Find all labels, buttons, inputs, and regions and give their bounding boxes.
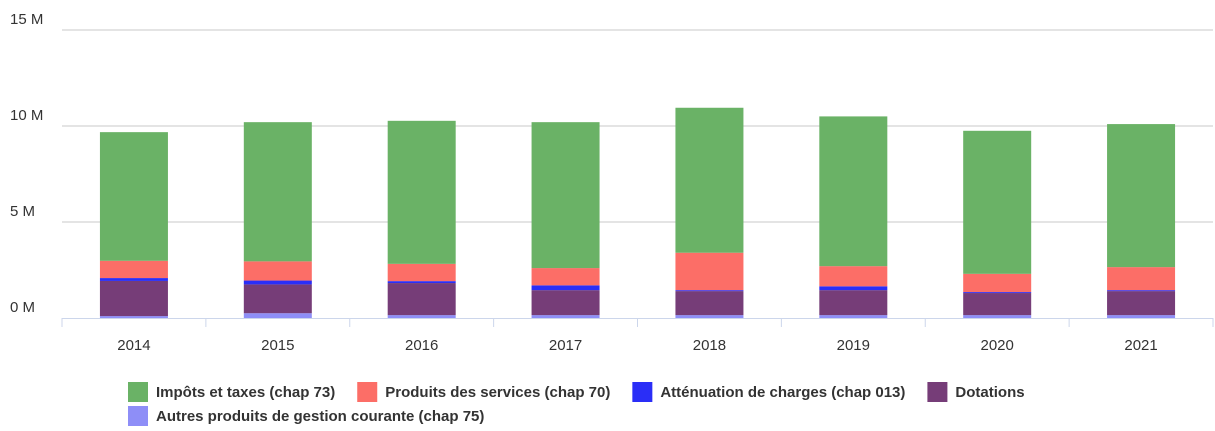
bar-segment <box>675 315 744 318</box>
bar-segment <box>963 292 1032 294</box>
bar-segment <box>531 122 600 269</box>
bar-segment <box>1107 291 1176 316</box>
legend-swatch[interactable] <box>357 382 378 402</box>
legend-swatch[interactable] <box>927 382 948 402</box>
legend-label[interactable]: Autres produits de gestion courante (cha… <box>156 408 484 425</box>
bar-segment <box>675 252 744 291</box>
bar-segment <box>531 315 600 318</box>
bar-segment <box>387 281 456 284</box>
bar-segment <box>99 260 168 279</box>
legend-swatch[interactable] <box>632 382 653 402</box>
x-tick-label: 2016 <box>405 337 438 354</box>
x-tick-label: 2017 <box>549 337 582 354</box>
bar-segment <box>531 290 600 316</box>
bar-segment <box>819 286 888 291</box>
bar-segment <box>819 116 888 267</box>
y-tick-label: 5 M <box>10 203 35 220</box>
legend-label[interactable]: Produits des services (chap 70) <box>385 384 610 401</box>
bar-segment <box>99 132 168 261</box>
x-tick-label: 2015 <box>261 337 294 354</box>
bar-segment <box>99 280 168 317</box>
y-tick-label: 10 M <box>10 107 43 124</box>
x-tick-label: 2019 <box>837 337 870 354</box>
bar-segment <box>243 261 312 281</box>
bar-segment <box>963 130 1032 274</box>
x-tick-label: 2021 <box>1124 337 1157 354</box>
bar-segment <box>1107 315 1176 318</box>
bar-segment <box>1107 290 1176 292</box>
bar-segment <box>963 315 1032 318</box>
bar-segment <box>243 284 312 314</box>
legend-label[interactable]: Dotations <box>955 384 1024 401</box>
bar-segment <box>387 315 456 318</box>
bar-segment <box>675 107 744 253</box>
bar-segment <box>819 266 888 287</box>
x-tick-label: 2018 <box>693 337 726 354</box>
bar-segment <box>819 290 888 316</box>
bar-segment <box>243 313 312 318</box>
y-tick-label: 0 M <box>10 299 35 316</box>
bar-segment <box>387 283 456 316</box>
bar-segment <box>387 263 456 282</box>
bar-segment <box>531 268 600 286</box>
bar-segment <box>675 290 744 292</box>
x-tick-label: 2014 <box>117 337 150 354</box>
bar-segment <box>243 280 312 285</box>
bar-segment <box>243 122 312 262</box>
bar-segment <box>387 120 456 264</box>
bar-segment <box>99 316 168 318</box>
bar-segment <box>531 285 600 291</box>
legend-label[interactable]: Impôts et taxes (chap 73) <box>156 384 335 401</box>
bar-segment <box>1107 267 1176 291</box>
bar-segment <box>963 273 1032 293</box>
bar-segment <box>1107 124 1176 268</box>
bar-segment <box>963 293 1032 316</box>
x-tick-label: 2020 <box>981 337 1014 354</box>
bar-segment <box>675 291 744 316</box>
bar-segment <box>819 315 888 318</box>
bar-segment <box>99 278 168 281</box>
y-tick-label: 15 M <box>10 11 43 28</box>
legend-swatch[interactable] <box>128 382 148 402</box>
legend-label[interactable]: Atténuation de charges (chap 013) <box>660 384 905 401</box>
legend-swatch[interactable] <box>128 406 148 426</box>
